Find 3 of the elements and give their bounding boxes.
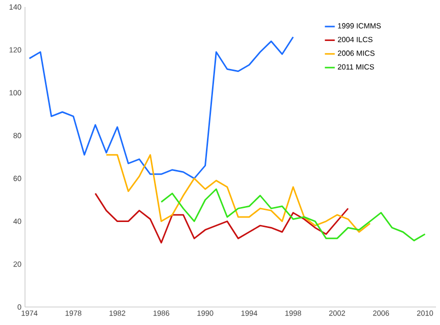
line-series [28,36,294,180]
line-series [106,154,371,233]
line-series [160,188,426,242]
